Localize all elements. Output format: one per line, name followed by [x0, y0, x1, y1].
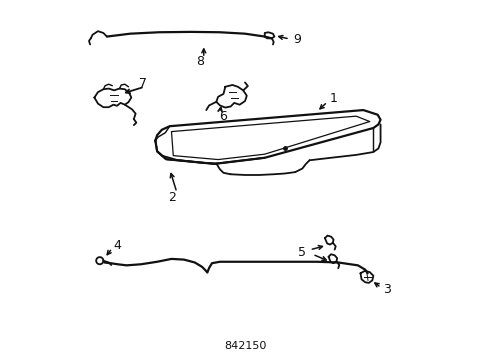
Text: 9: 9: [293, 32, 301, 46]
Text: 2: 2: [169, 191, 176, 204]
Text: 8: 8: [196, 55, 204, 68]
Text: 3: 3: [383, 283, 391, 296]
Text: 7: 7: [139, 77, 147, 90]
Text: 842150: 842150: [224, 341, 266, 351]
Text: 5: 5: [298, 246, 306, 259]
Text: 4: 4: [113, 239, 121, 252]
Text: 6: 6: [220, 110, 227, 123]
Text: 1: 1: [330, 93, 338, 105]
